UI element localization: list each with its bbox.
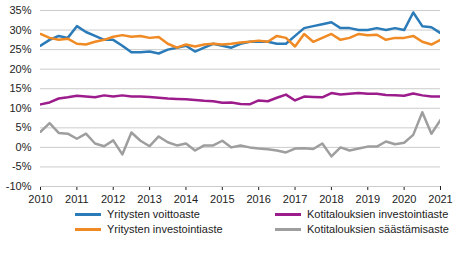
svg-text:15%: 15% — [9, 82, 31, 94]
svg-text:2013: 2013 — [137, 193, 161, 205]
svg-text:2021: 2021 — [428, 193, 452, 205]
svg-text:-10%: -10% — [6, 180, 32, 192]
svg-text:2011: 2011 — [65, 193, 89, 205]
svg-text:25%: 25% — [9, 43, 31, 55]
svg-text:2018: 2018 — [319, 193, 343, 205]
svg-text:30%: 30% — [9, 24, 31, 36]
svg-text:35%: 35% — [9, 4, 31, 16]
svg-text:10%: 10% — [9, 102, 31, 114]
svg-text:2012: 2012 — [101, 193, 125, 205]
svg-text:5%: 5% — [16, 121, 32, 133]
svg-text:0%: 0% — [16, 141, 32, 153]
html-text:Yritysten voittoaste: Yritysten voittoaste — [107, 208, 200, 220]
html-text:Kotitalouksien säästämisaste: Kotitalouksien säästämisaste — [307, 223, 449, 235]
svg-text:2016: 2016 — [246, 193, 270, 205]
svg-text:-5%: -5% — [12, 160, 32, 172]
svg-text:2015: 2015 — [210, 193, 234, 205]
svg-text:2019: 2019 — [356, 193, 380, 205]
svg-text:2010: 2010 — [28, 193, 52, 205]
html-text:Yritysten investointiaste: Yritysten investointiaste — [107, 223, 223, 235]
svg-text:2014: 2014 — [174, 193, 198, 205]
svg-text:20%: 20% — [9, 63, 31, 75]
html-text:Kotitalouksien investointiaste: Kotitalouksien investointiaste — [307, 208, 449, 220]
svg-text:2020: 2020 — [392, 193, 416, 205]
svg-text:2017: 2017 — [283, 193, 307, 205]
